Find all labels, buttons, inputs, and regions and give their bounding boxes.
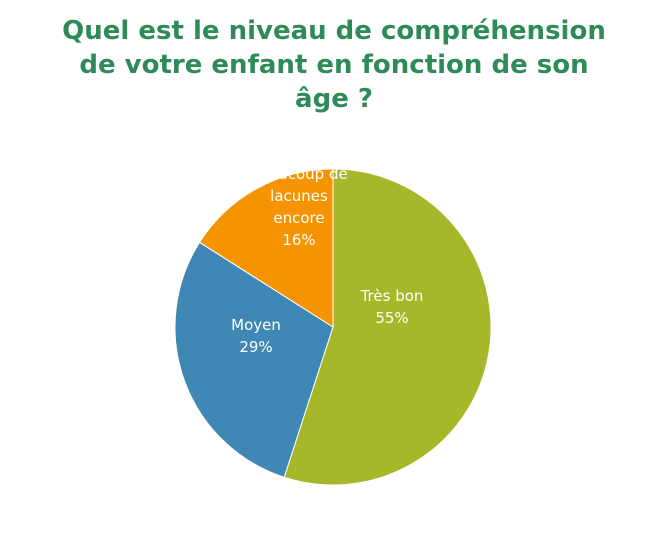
chart-title-line-1: Quel est le niveau de compréhension bbox=[62, 16, 606, 46]
pie-slice-moyen bbox=[174, 241, 334, 478]
data-label-category-line: encore bbox=[273, 209, 324, 227]
chart-title-line-2: de votre enfant en fonction de son bbox=[79, 50, 589, 80]
pie-slice-avec-beaucoup-de-lacunes bbox=[198, 168, 334, 328]
pie-slice-tres-bon bbox=[283, 168, 492, 486]
data-label-category-line: Moyen bbox=[231, 316, 281, 334]
data-label-category-line: Très bon bbox=[360, 287, 424, 305]
data-label-avec-beaucoup-de-lacunes: Avec beaucoup de lacunes encore 16% bbox=[250, 143, 347, 249]
chart-title: Quel est le niveau de compréhension de v… bbox=[20, 14, 648, 116]
data-label-value: 16% bbox=[282, 231, 315, 249]
data-label-tres-bon: Très bon 55% bbox=[360, 287, 424, 327]
data-label-category-line: beaucoup de bbox=[250, 165, 347, 183]
data-label-value: 55% bbox=[375, 309, 408, 327]
data-label-moyen: Moyen 29% bbox=[231, 316, 281, 356]
chart-title-line-3: âge ? bbox=[295, 84, 373, 114]
data-label-category-line: lacunes bbox=[270, 187, 328, 205]
data-label-category-line: Avec bbox=[281, 143, 317, 161]
data-label-value: 29% bbox=[239, 338, 272, 356]
